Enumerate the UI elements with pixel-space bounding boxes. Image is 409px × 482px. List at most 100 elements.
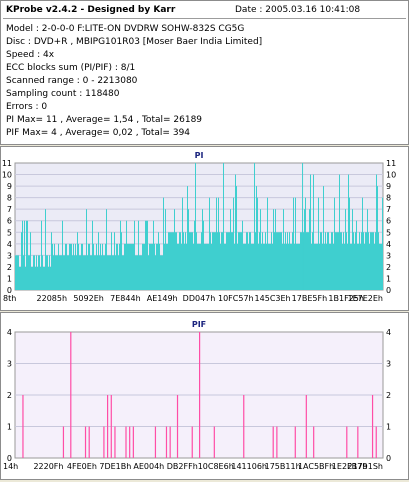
pi-bar: [181, 243, 182, 290]
x-tick-label: 1AC5BFh: [298, 462, 334, 471]
pi-bar: [237, 243, 238, 290]
pi-bar: [40, 266, 41, 290]
pi-bar: [131, 243, 132, 290]
pi-bar: [281, 232, 282, 290]
pi-bar: [274, 232, 275, 290]
pi-bar: [38, 255, 39, 290]
pi-bar: [86, 209, 87, 290]
x-tick-label: 1E7E2Eh: [347, 294, 383, 303]
pi-bar: [222, 232, 223, 290]
pi-bar: [202, 209, 203, 290]
pi-bar: [34, 255, 35, 290]
pi-bar: [193, 243, 194, 290]
pif-spike: [305, 395, 307, 458]
pi-bar: [232, 232, 233, 290]
pi-bar: [61, 255, 62, 290]
pif-spike: [114, 426, 116, 458]
pi-bar: [175, 232, 176, 290]
x-tick-label: 5092Eh: [73, 294, 103, 303]
y-tick-label-left: 2: [7, 391, 12, 400]
pi-bar: [37, 266, 38, 290]
pi-bar: [244, 243, 245, 290]
y-tick-label-right: 5: [386, 228, 391, 237]
pi-max-bar: [302, 163, 304, 290]
pi-bar: [292, 232, 293, 290]
pif-spike: [107, 395, 109, 458]
pi-bar: [335, 232, 336, 290]
pi-bar: [150, 243, 151, 290]
pi-bar: [191, 232, 192, 290]
pi-bar: [126, 220, 127, 290]
pi-bar: [97, 255, 98, 290]
pi-bar: [270, 243, 271, 290]
pi-bar: [85, 255, 86, 290]
pi-bar: [71, 243, 72, 290]
pi-bar: [213, 232, 214, 290]
pi-bar: [294, 243, 295, 290]
pi-bar: [239, 232, 240, 290]
y-tick-label-left: 4: [7, 328, 12, 337]
pif-spike: [313, 426, 315, 458]
pif-chart: PIF 0 0 1 1 2 2 3 3 4 4 14h 2220Fh 4FE0Eh 7DE1Bh AE004h…: [3, 320, 391, 471]
pi-bar: [340, 232, 341, 290]
pi-bar: [88, 243, 89, 290]
pi-bar: [365, 232, 366, 290]
pi-bar: [116, 243, 117, 290]
pi-bar: [216, 197, 217, 290]
pi-bar: [328, 232, 329, 290]
pi-bar: [21, 232, 22, 290]
pi-bar: [183, 232, 184, 290]
y-tick-label-left: 2: [7, 263, 12, 272]
pi-bar: [233, 197, 234, 290]
pi-bar: [243, 243, 244, 290]
pi-bar: [285, 232, 286, 290]
y-tick-label-left: 11: [2, 159, 12, 168]
y-tick-label-right: 0: [386, 286, 391, 295]
y-tick-label-right: 3: [386, 251, 391, 260]
pi-bar: [65, 243, 66, 290]
pi-bar: [44, 266, 45, 290]
pi-bar: [100, 243, 101, 290]
pif-spike: [346, 426, 348, 458]
pif-spike: [213, 426, 215, 458]
info-separator: [3, 18, 406, 19]
pi-bar: [366, 232, 367, 290]
pi-bar: [338, 232, 339, 290]
pi-bar: [130, 243, 131, 290]
pi-bar: [156, 243, 157, 290]
pi-bar: [318, 197, 319, 290]
pi-bar: [195, 163, 196, 290]
pi-bar: [362, 197, 363, 290]
pi-bar: [31, 266, 32, 290]
pi-bar: [174, 209, 175, 290]
pi-bar: [309, 209, 310, 290]
pi-bar: [260, 209, 261, 290]
pi-bar: [127, 243, 128, 290]
pi-bar: [182, 197, 183, 290]
pif-spike: [103, 426, 105, 458]
pi-bar: [114, 232, 115, 290]
pi-bar: [316, 243, 317, 290]
pi-bar: [162, 255, 163, 290]
pi-bar: [170, 232, 171, 290]
pi-bar: [190, 232, 191, 290]
pif-summary-line: PIF Max= 4 , Average= 0,02 , Total= 394: [6, 128, 191, 138]
pi-bar: [333, 243, 334, 290]
pi-bar: [39, 255, 40, 290]
pi-bar: [314, 243, 315, 290]
pi-bar: [346, 232, 347, 290]
pi-bar: [122, 255, 123, 290]
pi-bar: [224, 243, 225, 290]
pi-bar: [289, 232, 290, 290]
pi-bar: [320, 232, 321, 290]
pi-bar: [200, 243, 201, 290]
pi-bar: [299, 243, 300, 290]
pi-bar: [188, 209, 189, 290]
pi-bar: [56, 255, 57, 290]
pi-bar: [185, 232, 186, 290]
pi-summary-line: PI Max= 11 , Average= 1,54 , Total= 2618…: [6, 115, 203, 125]
pi-bar: [92, 220, 93, 290]
pi-bar: [18, 255, 19, 290]
pi-bar: [210, 232, 211, 290]
pi-bar: [353, 232, 354, 290]
